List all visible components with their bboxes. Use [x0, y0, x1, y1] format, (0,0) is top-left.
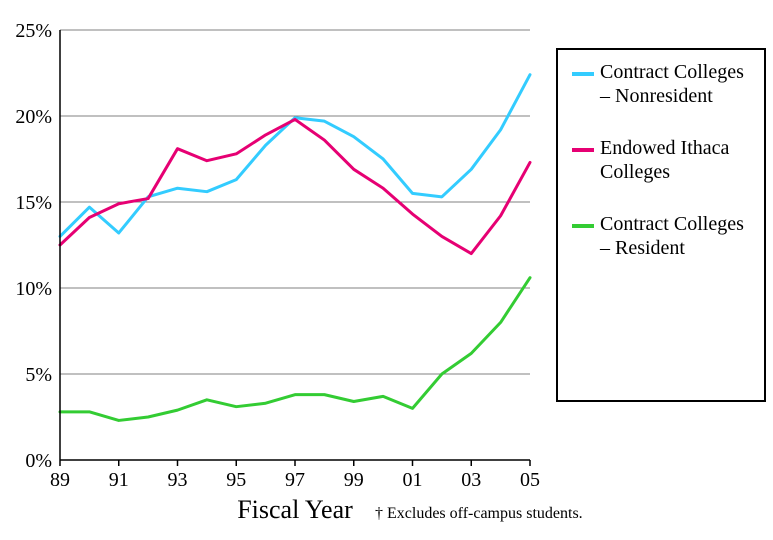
- chart-container: 0% 5% 10% 15% 20% 25% 89 91 93 95 97 99 01 03 05 Fiscal…: [0, 0, 773, 540]
- x-tick-label: 89: [50, 469, 70, 491]
- legend-label: Contract Colleges – Resident: [600, 212, 750, 260]
- legend-label: Endowed Ithaca Colleges: [600, 136, 750, 184]
- legend-swatch: [572, 72, 594, 76]
- legend-item: Endowed Ithaca Colleges: [572, 136, 750, 184]
- x-tick-label: 01: [403, 469, 423, 491]
- x-tick-label: 95: [226, 469, 246, 491]
- y-tick-label: 25%: [15, 20, 52, 42]
- x-tick-label: 91: [109, 469, 129, 491]
- chart-footnote: † Excludes off-campus students.: [375, 505, 583, 522]
- x-tick-label: 99: [344, 469, 364, 491]
- x-tick-label: 93: [168, 469, 188, 491]
- y-tick-label: 20%: [15, 106, 52, 128]
- legend-item: Contract Colleges – Nonresident: [572, 60, 750, 108]
- legend: Contract Colleges – Nonresident Endowed I…: [556, 48, 766, 402]
- y-tick-label: 5%: [25, 364, 52, 386]
- x-axis-title: Fiscal Year: [237, 495, 353, 524]
- legend-item: Contract Colleges – Resident: [572, 212, 750, 260]
- y-tick-label: 15%: [15, 192, 52, 214]
- legend-swatch: [572, 224, 594, 228]
- legend-label: Contract Colleges – Nonresident: [600, 60, 750, 108]
- y-tick-label: 10%: [15, 278, 52, 300]
- x-tick-label: 03: [461, 469, 481, 491]
- x-tick-label: 05: [520, 469, 540, 491]
- y-tick-label: 0%: [25, 450, 52, 472]
- x-tick-label: 97: [285, 469, 305, 491]
- legend-swatch: [572, 148, 594, 152]
